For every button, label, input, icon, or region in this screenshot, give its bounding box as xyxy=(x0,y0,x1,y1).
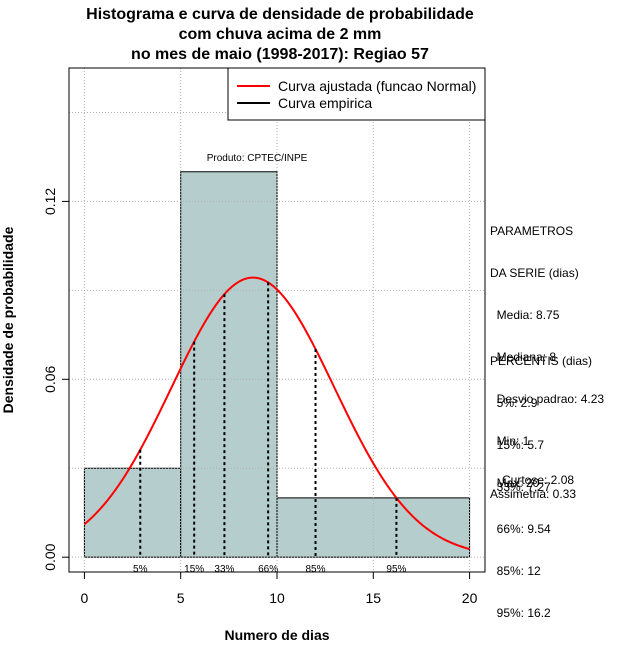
percentil-66: 66%: 9.54 xyxy=(490,522,551,536)
x-tick-label-3: 15 xyxy=(366,590,382,606)
params-panel: PARAMETROS DA SERIE (dias) Media: 8.75 M… xyxy=(490,196,604,504)
chart-title-line-3: no mes de maio (1998-2017): Regiao 57 xyxy=(131,46,429,63)
product-annotation: Produto: CPTEC/INPE xyxy=(207,153,308,164)
x-axis-label: Numero de dias xyxy=(224,627,329,643)
y-tick-label-1: 0.06 xyxy=(42,365,58,392)
percentile-label-33: 33% xyxy=(214,564,234,575)
assimetria-value: Assimetria: 0.33 xyxy=(490,487,577,501)
param-desvio: Desvio padrao: 4.23 xyxy=(490,392,605,406)
param-max: Max: 20 xyxy=(490,476,540,490)
param-media: Media: 8.75 xyxy=(490,308,560,322)
y-tick-label-2: 0.12 xyxy=(42,188,58,215)
histogram-bar-1 xyxy=(83,467,182,558)
legend-label-2: Curva empirica xyxy=(278,95,372,111)
percentis-title: PERCENTIS (dias) xyxy=(490,354,593,368)
percentile-label-15: 15% xyxy=(184,564,204,575)
x-tick-label-0: 0 xyxy=(81,590,89,606)
percentile-label-85: 85% xyxy=(306,564,326,575)
percentile-label-95: 95% xyxy=(386,564,406,575)
x-tick-label-2: 10 xyxy=(269,590,285,606)
chart-title-line-2: com chuva acima de 2 mm xyxy=(178,26,382,43)
params-title-line-1: PARAMETROS xyxy=(490,224,574,238)
param-min: Min: 1 xyxy=(490,434,530,448)
params-title-line-2: DA SERIE (dias) xyxy=(490,266,579,280)
y-tick-label-0: 0.00 xyxy=(42,543,58,570)
x-tick-label-4: 20 xyxy=(462,590,478,606)
percentile-label-5: 5% xyxy=(133,564,148,575)
percentile-label-66: 66% xyxy=(258,564,278,575)
percentis-panel: PERCENTIS (dias) 5%: 2.9 15%: 5.7 33%: 7… xyxy=(490,326,592,634)
curtose-value: Curtose: 2.08 xyxy=(502,473,575,487)
histogram-bar-2 xyxy=(180,171,278,558)
param-mediana: Mediana: 8 xyxy=(490,350,557,364)
percentil-33: 33%: 7.27 xyxy=(490,480,551,494)
percentil-15: 15%: 5.7 xyxy=(490,438,545,452)
y-axis-label: Densidade de probabilidade xyxy=(0,226,16,413)
percentil-5: 5%: 2.9 xyxy=(490,396,538,410)
percentil-95: 95%: 16.2 xyxy=(490,606,551,620)
percentil-85: 85%: 12 xyxy=(490,564,541,578)
normal-fit-curve xyxy=(83,276,470,551)
x-tick-label-1: 5 xyxy=(177,590,185,606)
legend-label-1: Curva ajustada (funcao Normal) xyxy=(278,78,476,94)
chart-title-line-1: Histograma e curva de densidade de proba… xyxy=(86,6,474,23)
legend-box xyxy=(227,67,486,121)
